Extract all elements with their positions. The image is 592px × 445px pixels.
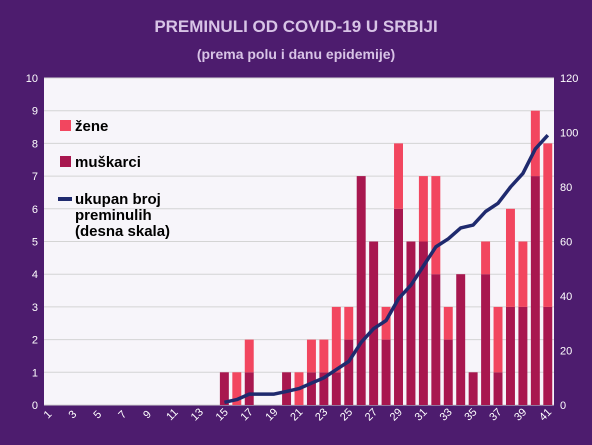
series-line-total (224, 134, 550, 405)
bar-women (493, 306, 503, 373)
bar-women (232, 372, 242, 405)
bar-women (344, 306, 354, 340)
x-tick-label: 29 (388, 406, 405, 423)
legend-swatch-total (58, 197, 72, 201)
y-axis-left: 0 1 2 3 4 5 6 7 8 9 10 (26, 73, 38, 412)
bar-men (406, 241, 416, 405)
y-left-tick-label: 1 (32, 367, 38, 379)
x-tick-label: 17 (239, 406, 256, 423)
x-tick-label: 35 (462, 406, 479, 423)
bars (219, 110, 553, 405)
x-axis: 1 3 5 7 9 11 13 15 17 19 21 23 25 27 29 31 33 35 37 39 41 (42, 406, 555, 423)
bar-men (369, 241, 379, 405)
bar-men (356, 176, 366, 405)
x-tick-label: 3 (67, 408, 80, 421)
bar-men (319, 372, 329, 405)
chart-subtitle: (prema polu i danu epidemije) (196, 46, 396, 62)
y-left-tick-label: 6 (32, 204, 38, 216)
x-tick-label: 21 (288, 406, 305, 423)
bar-men (282, 372, 292, 405)
x-tick-label: 23 (313, 406, 330, 423)
bar-men (418, 241, 428, 405)
y-right-tick-label: 20 (560, 346, 572, 358)
chart-title: PREMINULI OD COVID-19 U SRBIJI (154, 17, 438, 36)
legend-label-total-2: preminulih (75, 207, 152, 224)
x-tick-label: 11 (164, 407, 181, 424)
bar-women (319, 339, 329, 373)
bar-men (306, 372, 316, 405)
bar-women (418, 176, 428, 242)
bar-men (431, 274, 441, 405)
x-tick-label: 1 (42, 408, 55, 421)
bar-men (530, 176, 540, 405)
bar-women (518, 241, 528, 307)
y-left-tick-label: 7 (32, 171, 38, 183)
x-tick-label: 13 (189, 406, 206, 423)
x-tick-label: 31 (413, 406, 430, 423)
x-tick-label: 41 (537, 406, 554, 423)
bar-women (505, 208, 515, 307)
bar-men (518, 306, 528, 405)
legend: žene muškarci ukupan broj preminulih (de… (58, 118, 170, 240)
x-tick-label: 25 (338, 406, 355, 423)
y-axis-right: 0 20 40 60 80 100 120 (560, 73, 578, 412)
bar-women (481, 241, 491, 275)
x-tick-label: 27 (363, 406, 380, 423)
x-tick-label: 5 (91, 408, 104, 421)
bar-women (394, 143, 403, 209)
bar-women (331, 306, 341, 373)
bar-women (543, 143, 553, 307)
bar-women (431, 176, 441, 275)
bar-women (443, 306, 453, 340)
bar-men (394, 208, 403, 405)
legend-label-men: muškarci (75, 154, 141, 171)
bar-women (244, 339, 254, 373)
bar-men (331, 372, 341, 405)
y-left-tick-label: 5 (32, 237, 38, 249)
bar-women (381, 306, 391, 340)
y-right-tick-label: 100 (560, 128, 578, 140)
legend-label-women: žene (75, 118, 108, 135)
bar-men (344, 339, 354, 405)
y-left-tick-label: 0 (32, 400, 38, 412)
x-tick-label: 33 (438, 406, 455, 423)
y-left-tick-label: 3 (32, 302, 38, 314)
bar-men (468, 372, 478, 405)
y-right-tick-label: 0 (560, 400, 566, 412)
y-right-tick-label: 60 (560, 237, 572, 249)
bar-men (505, 306, 515, 405)
bar-men (443, 339, 453, 405)
x-tick-label: 39 (512, 406, 529, 423)
y-left-tick-label: 2 (32, 335, 38, 347)
y-right-tick-label: 120 (560, 73, 578, 85)
y-left-tick-label: 9 (32, 106, 38, 118)
x-tick-label: 9 (141, 408, 154, 421)
y-right-tick-label: 40 (560, 291, 572, 303)
y-left-tick-label: 8 (32, 138, 38, 150)
legend-label-total-3: (desna skala) (75, 223, 170, 240)
x-tick-label: 15 (214, 406, 231, 423)
bar-men (244, 372, 254, 405)
bar-women (530, 110, 540, 177)
x-tick-label: 37 (487, 406, 504, 423)
bar-men (381, 339, 391, 405)
legend-swatch-men (60, 156, 71, 167)
grid-lines (44, 77, 554, 406)
y-right-tick-label: 80 (560, 182, 572, 194)
x-tick-label: 19 (263, 406, 280, 423)
y-left-tick-label: 10 (26, 73, 38, 85)
legend-swatch-women (60, 120, 71, 131)
bar-men (543, 306, 553, 405)
y-left-tick-label: 4 (32, 269, 38, 281)
bar-men (456, 274, 466, 405)
bar-women (306, 339, 316, 373)
legend-label-total-1: ukupan broj (75, 191, 161, 208)
bar-men (493, 372, 503, 405)
bar-men (481, 274, 491, 405)
x-tick-label: 7 (116, 409, 129, 422)
bar-men (219, 372, 229, 405)
